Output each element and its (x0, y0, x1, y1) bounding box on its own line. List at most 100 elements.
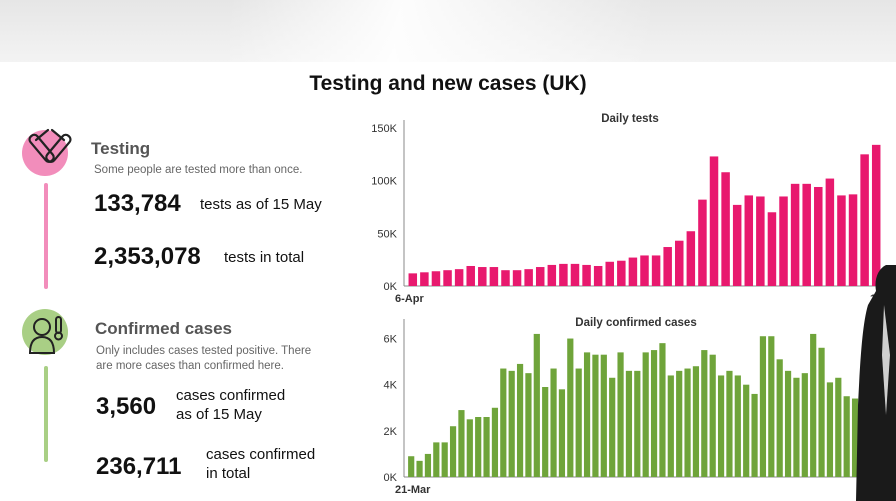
cases-bar (583, 352, 591, 477)
tests-bar (524, 269, 533, 286)
cases-bar (449, 426, 457, 477)
cases-chart-title: Daily confirmed cases (575, 317, 697, 329)
tests-y-tick-label: 50K (377, 228, 397, 240)
tests-bar (663, 247, 672, 286)
tests-bar (860, 154, 869, 286)
cases-bar (408, 456, 415, 477)
cases-bar (592, 354, 599, 477)
testing-icon-circle (22, 128, 72, 176)
tests-bar (628, 257, 638, 286)
cases-bar (768, 336, 775, 477)
cases-bar (751, 393, 758, 477)
presenter-silhouette (856, 265, 896, 501)
cases-bar (843, 396, 850, 477)
cases-daily-label-line2: as of 15 May (176, 406, 262, 423)
cases-bar (500, 368, 507, 477)
cases-bar (458, 410, 465, 477)
tests-bar (871, 144, 881, 286)
cases-bar (717, 375, 725, 477)
tests-bar (744, 195, 754, 286)
tests-bar (686, 231, 696, 286)
testing-divider (44, 183, 48, 289)
cases-bar (542, 387, 549, 477)
cases-bar (835, 377, 842, 477)
tests-daily-label: tests as of 15 May (200, 196, 322, 213)
cases-bar (483, 417, 490, 477)
cases-bar (617, 352, 624, 477)
cases-bar (567, 338, 574, 477)
cases-bar (642, 352, 649, 477)
cases-bar (525, 373, 532, 477)
cases-y-tick-label: 0K (384, 472, 398, 484)
cases-bar (433, 442, 440, 477)
top-banner (0, 0, 896, 62)
testing-heading: Testing (91, 139, 151, 158)
cases-y-tick-label: 2K (384, 426, 398, 438)
cases-bar (533, 333, 540, 477)
tests-bar (675, 240, 684, 286)
tests-y-tick-label: 100K (371, 176, 397, 188)
tests-y-tick-label: 150K (371, 123, 397, 135)
tests-bar (640, 255, 649, 286)
tests-bar (721, 172, 730, 286)
tests-bar (582, 264, 591, 286)
tests-total-label: tests in total (224, 249, 305, 266)
tests-bar (501, 270, 510, 286)
cases-bar (625, 370, 633, 477)
tests-bar (408, 273, 418, 286)
cases-bar (441, 442, 448, 477)
tests-bar (420, 272, 429, 286)
cases-daily-value: 3,560 (96, 393, 157, 420)
cases-bar (734, 375, 741, 477)
cases-bar (609, 377, 616, 477)
cases-bar (575, 368, 582, 477)
cases-y-tick-label: 4K (384, 380, 398, 392)
tests-bar (617, 260, 626, 286)
tests-bar (651, 255, 661, 286)
tests-bar (489, 267, 499, 286)
tests-total-value: 2,353,078 (94, 243, 201, 270)
tests-bar (848, 194, 858, 286)
tests-bar (570, 263, 580, 286)
tests-bar (709, 156, 719, 286)
tests-bar (814, 186, 823, 286)
banner-highlight (230, 0, 650, 62)
tests-bar (478, 267, 487, 286)
cases-total-label-line1: cases confirmed (206, 446, 316, 463)
tests-bar (756, 196, 765, 286)
tests-bar (779, 196, 788, 286)
tests-bar (443, 270, 452, 286)
cases-bar (709, 354, 716, 477)
cases-bar (776, 359, 783, 477)
cases-bar (793, 377, 800, 477)
tests-bar (535, 267, 545, 286)
cases-icon-circle (22, 309, 68, 355)
tests-bar (767, 212, 777, 286)
cases-bar (475, 417, 482, 477)
cases-bar (801, 373, 808, 477)
cases-note-line2: are more cases than confirmed here. (96, 360, 284, 372)
cases-bar (818, 347, 825, 477)
cases-bar (759, 336, 767, 477)
tests-bar (802, 183, 811, 286)
cases-note-line1: Only includes cases tested positive. The… (96, 345, 312, 357)
cases-bar (424, 453, 432, 477)
cases-total-value: 236,711 (96, 453, 182, 480)
cases-bar (491, 407, 499, 477)
tests-bar (466, 265, 475, 286)
cases-heading: Confirmed cases (95, 319, 232, 338)
tests-bar (698, 199, 707, 286)
cases-bar (701, 350, 708, 477)
tests-bar (547, 264, 557, 286)
person-thermometer-icon (28, 316, 63, 354)
cases-bar (826, 382, 834, 477)
test-tubes-icon (28, 128, 72, 163)
cases-bar (550, 368, 557, 477)
cases-divider (44, 366, 48, 462)
cases-bar (600, 354, 607, 477)
page-title: Testing and new cases (UK) (309, 72, 587, 95)
tests-y-tick-label: 0K (384, 281, 398, 293)
tests-bar (593, 265, 603, 286)
